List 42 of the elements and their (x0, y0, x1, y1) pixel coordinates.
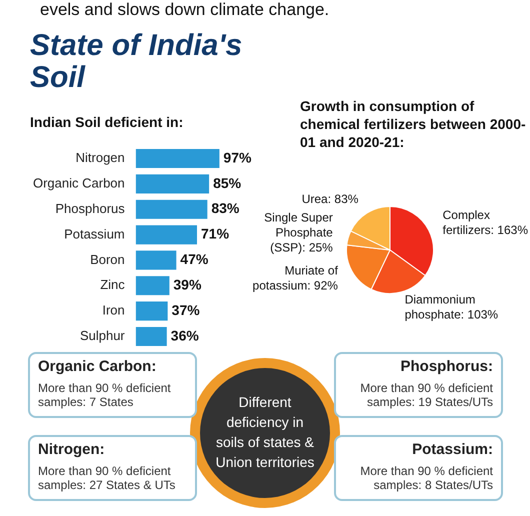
data-label: 36% (170, 327, 200, 344)
data-label: 37% (172, 302, 200, 318)
bar (136, 174, 210, 194)
text: Phosphorus: (400, 358, 493, 375)
data-label: 85% (213, 174, 242, 191)
text: evels and slows down climate change. (40, 0, 330, 20)
slice-label: Single Super Phosphate (SSP): 25% (264, 210, 334, 255)
bar (136, 200, 208, 219)
bar (136, 250, 176, 270)
text: Organic Carbon: (38, 358, 158, 375)
bar (136, 302, 168, 321)
text: More than 90 % deficient samples: 7 States (38, 381, 172, 409)
data-label: 71% (200, 226, 230, 242)
bar (136, 276, 170, 296)
y-tick-label: Phosphorus (55, 200, 126, 216)
data-label: 47% (180, 251, 209, 268)
text: Potassium: (411, 441, 493, 458)
text: Different deficiency in soils of states & Union territories (214, 393, 316, 472)
chart-title: Growth in consumption of chemical fertilizers between 2000-01 and 2020-21: (300, 97, 527, 151)
y-tick-label: Nitrogen (76, 150, 125, 166)
chart-title: State of India's Soil (30, 29, 244, 94)
slice-label: Diammonium phosphate: 103% (404, 292, 498, 322)
data-label: 39% (173, 276, 202, 292)
text: More than 90 % deficient samples: 8 States/UTs (359, 464, 493, 492)
data-label: 83% (211, 200, 240, 216)
text: Nitrogen: (38, 441, 106, 458)
y-tick-label: Organic Carbon (32, 176, 125, 191)
bar (136, 326, 167, 346)
bar (136, 225, 197, 244)
y-tick-label: Sulphur (80, 328, 126, 344)
slice-label: Complex fertilizers: 163% (442, 208, 528, 237)
text: More than 90 % deficient samples: 27 States & UTs (38, 464, 176, 492)
y-tick-label: Potassium (64, 226, 125, 242)
y-tick-label: Iron (102, 302, 125, 318)
y-tick-label: Zinc (100, 277, 126, 292)
chart-subtitle: Indian Soil deficient in: (30, 114, 184, 130)
slice-label: Urea: 83% (302, 192, 359, 206)
slice-label: Muriate of potassium: 92% (252, 264, 339, 293)
text: More than 90 % deficient samples: 19 States/UTs (359, 381, 493, 409)
bar (136, 148, 220, 168)
y-tick-label: Boron (90, 252, 125, 267)
data-label: 97% (223, 149, 252, 166)
